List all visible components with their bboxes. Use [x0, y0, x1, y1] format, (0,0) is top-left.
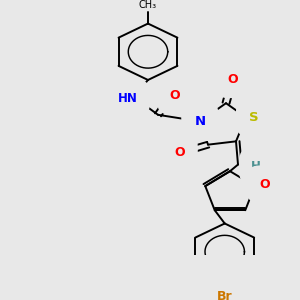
Text: N: N — [194, 115, 206, 128]
Text: S: S — [249, 111, 259, 124]
Text: HN: HN — [118, 92, 138, 105]
Text: O: O — [170, 89, 180, 102]
Text: H: H — [251, 160, 261, 173]
Text: Br: Br — [217, 290, 233, 300]
Text: CH₃: CH₃ — [139, 0, 157, 10]
Text: O: O — [260, 178, 270, 191]
Text: O: O — [228, 73, 238, 85]
Text: O: O — [175, 146, 185, 160]
